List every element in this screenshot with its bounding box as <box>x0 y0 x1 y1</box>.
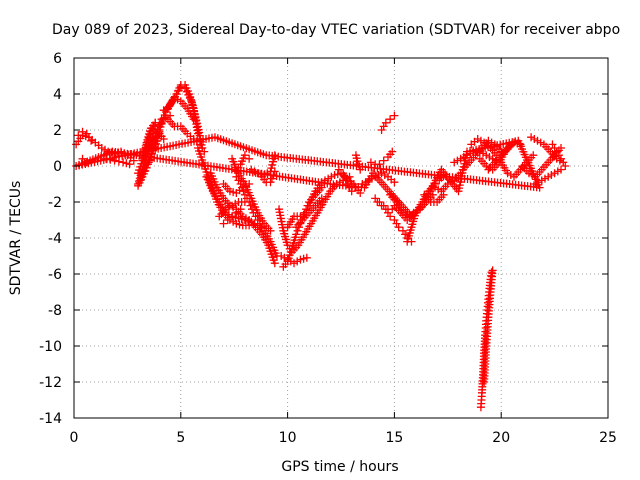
data-point <box>240 151 249 160</box>
data-point <box>245 198 254 206</box>
data-point <box>125 160 134 169</box>
y-tick-label: 4 <box>53 87 62 103</box>
data-point <box>239 187 248 196</box>
y-tick-label: -6 <box>48 267 62 283</box>
data-point <box>390 216 399 224</box>
data-point <box>390 178 399 187</box>
data-point <box>407 212 416 221</box>
data-point <box>223 216 232 224</box>
x-tick-label: 0 <box>70 430 79 446</box>
data-point <box>386 212 395 221</box>
data-point <box>270 167 279 176</box>
data-point <box>270 259 279 268</box>
data-point <box>317 194 326 203</box>
data-point <box>377 201 386 210</box>
y-tick-label: -14 <box>39 411 62 427</box>
data-point <box>375 160 384 169</box>
y-tick-label: 0 <box>53 159 62 175</box>
chart-title: Day 089 of 2023, Sidereal Day-to-day VTE… <box>52 22 620 38</box>
data-point <box>379 156 388 165</box>
y-tick-label: -4 <box>48 231 62 247</box>
x-tick-label: 25 <box>599 430 617 446</box>
data-point <box>251 212 260 221</box>
data-point <box>74 131 83 140</box>
data-point <box>373 198 382 206</box>
y-tick-label: -10 <box>39 339 62 355</box>
data-point <box>293 226 302 235</box>
data-point <box>238 183 247 192</box>
data-point <box>236 180 245 188</box>
grid-lines <box>74 58 608 418</box>
data-point <box>392 219 401 228</box>
data-point <box>189 115 198 124</box>
data-point <box>219 219 228 228</box>
data-point <box>383 208 392 217</box>
data-point <box>529 151 538 160</box>
y-tick-label: 2 <box>53 123 62 139</box>
data-point <box>398 226 407 235</box>
x-tick-label: 10 <box>279 430 297 446</box>
data-points <box>72 81 570 412</box>
data-point <box>557 165 566 174</box>
data-point <box>381 118 390 127</box>
data-point <box>87 136 96 145</box>
data-point <box>561 162 570 170</box>
data-point <box>394 223 403 232</box>
data-point <box>228 212 237 221</box>
y-axis-label: SDTVAR / TECUs <box>8 181 24 296</box>
data-point <box>356 189 365 197</box>
data-point <box>266 178 275 187</box>
y-tick-label: -2 <box>48 195 62 211</box>
data-point <box>379 122 388 131</box>
data-point <box>78 127 87 136</box>
x-tick-label: 15 <box>385 430 403 446</box>
data-point <box>390 111 399 120</box>
data-point <box>377 126 386 134</box>
data-point <box>245 154 254 163</box>
data-point <box>388 147 397 156</box>
data-point <box>232 167 241 176</box>
data-point <box>386 115 395 124</box>
x-tick-label: 20 <box>492 430 510 446</box>
data-point <box>159 135 168 143</box>
data-point <box>140 167 149 176</box>
data-point <box>236 205 245 214</box>
y-tick-label: 6 <box>53 51 62 67</box>
axis-ticks: 0 5 10 15 20 25 -14 -12 -10 -8 -6 -4 -2 0 2 4 6 <box>39 51 617 446</box>
data-point <box>248 205 256 214</box>
data-point <box>371 194 380 203</box>
x-axis-label: GPS time / hours <box>281 459 398 475</box>
data-point <box>302 208 311 217</box>
data-point <box>246 201 255 210</box>
data-point <box>302 253 311 262</box>
x-tick-label: 5 <box>176 430 185 446</box>
data-point <box>488 266 497 275</box>
y-tick-label: -8 <box>48 303 62 319</box>
data-point <box>141 163 150 172</box>
data-point <box>257 223 266 232</box>
y-tick-label: -12 <box>39 375 62 391</box>
data-point <box>232 208 241 217</box>
data-point <box>266 226 275 235</box>
data-point <box>143 160 152 169</box>
data-point <box>193 129 202 138</box>
data-point <box>343 176 352 185</box>
data-point <box>292 230 301 239</box>
data-point <box>381 205 390 214</box>
